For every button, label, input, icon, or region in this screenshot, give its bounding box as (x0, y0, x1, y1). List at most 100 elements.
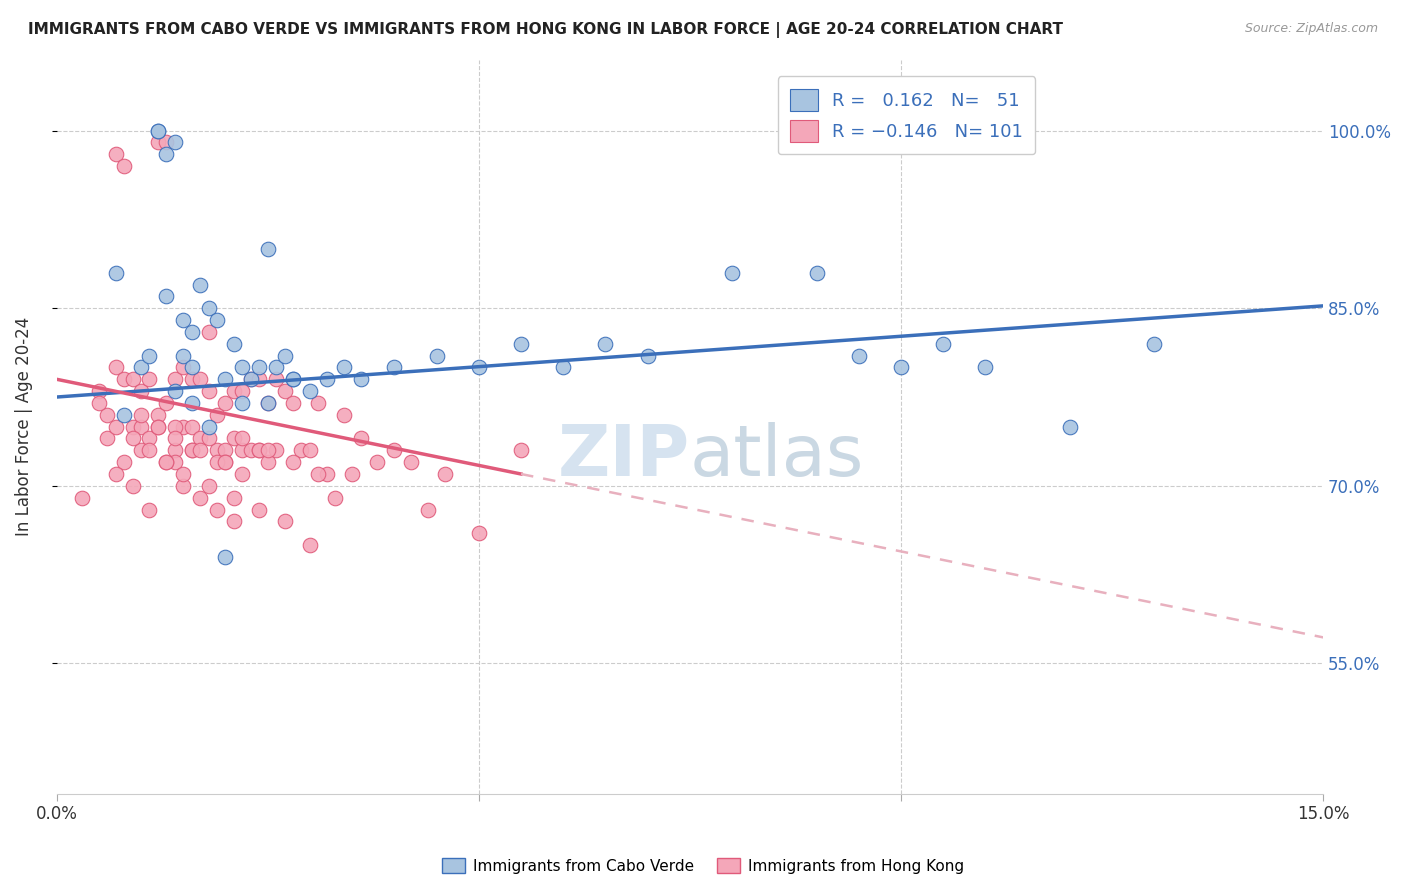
Point (222, 491, 245, 505)
Point (180, 396, 202, 410)
Legend: R =   0.162   N=   51, R = −0.146   N= 101: R = 0.162 N= 51, R = −0.146 N= 101 (778, 76, 1035, 154)
Point (172, 360, 194, 375)
Point (112, 408, 135, 422)
Point (222, 384, 245, 398)
Point (281, 455, 304, 469)
Point (121, 432, 143, 446)
Point (104, 467, 127, 481)
Point (332, 408, 354, 422)
Point (214, 372, 236, 386)
Point (340, 467, 363, 481)
Point (70, 491, 93, 505)
Point (298, 384, 321, 398)
Point (146, 123, 169, 137)
Point (366, 455, 388, 469)
Point (273, 384, 295, 398)
Point (180, 360, 202, 375)
Point (197, 419, 219, 434)
Y-axis label: In Labor Force | Age 20-24: In Labor Force | Age 20-24 (15, 317, 32, 536)
Point (382, 360, 405, 375)
Point (932, 336, 955, 351)
Point (87, 396, 110, 410)
Point (239, 443, 262, 458)
Point (172, 479, 194, 493)
Point (222, 336, 245, 351)
Point (197, 432, 219, 446)
Point (848, 349, 870, 363)
Point (155, 455, 177, 469)
Point (121, 419, 143, 434)
Point (188, 443, 211, 458)
Point (721, 266, 744, 280)
Point (231, 443, 253, 458)
Point (231, 432, 253, 446)
Point (138, 443, 160, 458)
Point (188, 491, 211, 505)
Point (434, 467, 457, 481)
Point (180, 443, 202, 458)
Point (155, 455, 177, 469)
Point (332, 360, 354, 375)
Point (349, 432, 371, 446)
Point (247, 502, 270, 516)
Point (180, 325, 202, 339)
Point (163, 384, 186, 398)
Point (180, 443, 202, 458)
Point (247, 443, 270, 458)
Point (163, 136, 186, 150)
Point (231, 467, 253, 481)
Point (180, 419, 202, 434)
Point (806, 266, 828, 280)
Point (205, 455, 228, 469)
Point (172, 313, 194, 327)
Point (104, 419, 127, 434)
Point (129, 408, 152, 422)
Point (112, 159, 135, 173)
Point (315, 467, 337, 481)
Point (231, 396, 253, 410)
Text: Source: ZipAtlas.com: Source: ZipAtlas.com (1244, 22, 1378, 36)
Point (205, 502, 228, 516)
Legend: Immigrants from Cabo Verde, Immigrants from Hong Kong: Immigrants from Cabo Verde, Immigrants f… (436, 852, 970, 880)
Point (129, 360, 152, 375)
Point (112, 372, 135, 386)
Point (163, 443, 186, 458)
Point (104, 147, 127, 161)
Point (323, 491, 346, 505)
Point (273, 514, 295, 528)
Point (121, 372, 143, 386)
Point (155, 289, 177, 303)
Point (553, 360, 575, 375)
Point (273, 349, 295, 363)
Point (197, 384, 219, 398)
Point (256, 396, 278, 410)
Point (146, 419, 169, 434)
Point (1143, 336, 1166, 351)
Point (315, 372, 337, 386)
Point (155, 147, 177, 161)
Point (172, 419, 194, 434)
Point (214, 396, 236, 410)
Text: atlas: atlas (690, 422, 865, 491)
Point (214, 455, 236, 469)
Text: IMMIGRANTS FROM CABO VERDE VS IMMIGRANTS FROM HONG KONG IN LABOR FORCE | AGE 20-: IMMIGRANTS FROM CABO VERDE VS IMMIGRANTS… (28, 22, 1063, 38)
Point (256, 455, 278, 469)
Point (214, 443, 236, 458)
Point (298, 443, 321, 458)
Point (247, 372, 270, 386)
Point (281, 396, 304, 410)
Point (138, 432, 160, 446)
Point (180, 372, 202, 386)
Point (637, 349, 659, 363)
Point (239, 372, 262, 386)
Point (281, 372, 304, 386)
Point (468, 360, 491, 375)
Point (256, 443, 278, 458)
Point (138, 349, 160, 363)
Point (247, 443, 270, 458)
Point (205, 313, 228, 327)
Point (163, 372, 186, 386)
Point (197, 325, 219, 339)
Point (298, 538, 321, 552)
Point (146, 123, 169, 137)
